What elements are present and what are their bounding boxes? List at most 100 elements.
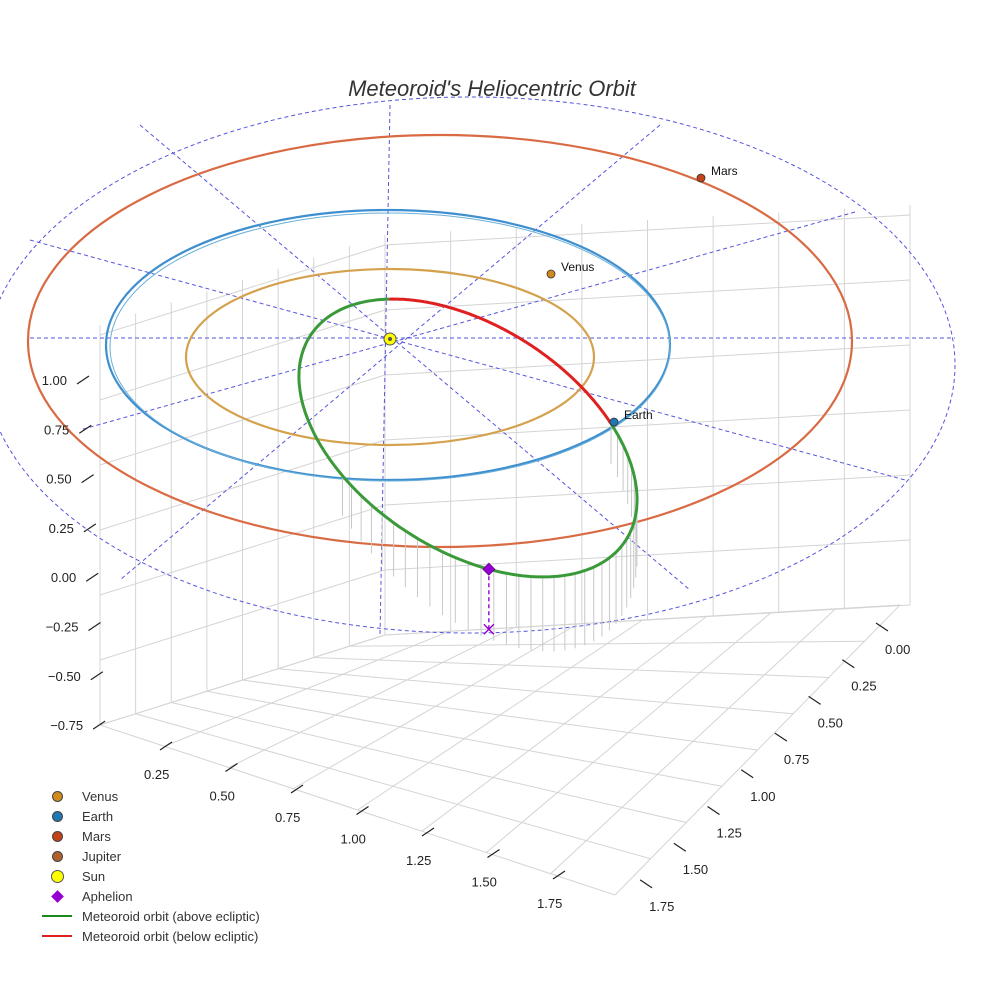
legend-symbol (50, 869, 64, 883)
grid-line-wall (384, 214, 911, 246)
meteoroid-orbit-below (389, 297, 613, 425)
venus-orbit (184, 267, 596, 447)
z-tick-mark (83, 523, 97, 533)
venus-label: Venus (561, 260, 594, 274)
z-tick-label: 1.00 (42, 373, 67, 388)
grid-line-wall (99, 374, 386, 466)
legend: Venus Earth Mars Jupiter Sun Aphelion Meteoroi… (40, 786, 260, 946)
x-tick-mark (552, 870, 566, 880)
legend-symbol (51, 790, 63, 802)
legend-label: Earth (82, 808, 114, 824)
y-tick-mark (875, 622, 889, 632)
x-tick-mark (487, 849, 500, 858)
ecliptic-radial-line (29, 239, 906, 481)
y-tick-label: 1.00 (750, 789, 775, 804)
grid-line-floor (292, 623, 579, 790)
legend-item[interactable]: Sun (40, 866, 260, 886)
y-tick-label: 1.25 (717, 826, 742, 841)
legend-label: Jupiter (82, 848, 122, 864)
grid-line-floor (421, 615, 708, 832)
z-tick-label: −0.75 (50, 718, 83, 733)
ecliptic-radial-line (79, 211, 856, 431)
legend-label: Mars (82, 828, 111, 844)
sun-core (388, 337, 392, 341)
x-tick-mark (225, 763, 238, 772)
grid-line-floor (164, 630, 450, 747)
grid-line-wall (99, 244, 386, 336)
ecliptic-radial-line (139, 124, 691, 591)
z-tick-mark (76, 375, 90, 385)
x-tick-mark (421, 827, 435, 837)
legend-label: Sun (82, 868, 106, 884)
y-tick-mark (707, 806, 720, 815)
z-tick-label: 0.25 (49, 521, 74, 536)
x-tick-mark (356, 806, 369, 815)
legend-item[interactable]: Jupiter (40, 846, 260, 866)
x-tick-label: 0.75 (275, 810, 300, 825)
y-tick-label: 0.75 (784, 752, 809, 767)
venus-marker (546, 269, 556, 279)
legend-item[interactable]: Venus (40, 786, 260, 806)
grid-line-floor (485, 612, 772, 853)
z-tick-mark (78, 424, 92, 434)
aphelion-projection-x (483, 623, 495, 635)
axis-ticks: 1.00 0.75 0.50 0.25 0.00 −0.25 −0.50 −0.75 0.25 0… (42, 373, 911, 914)
legend-label: Meteoroid orbit (above ecliptic) (82, 908, 260, 924)
x-tick-mark (290, 784, 304, 794)
meteoroid-drop-lines (342, 423, 638, 652)
x-tick-label: 0.25 (144, 767, 169, 782)
z-tick-mark (81, 474, 94, 484)
legend-label: Aphelion (82, 888, 133, 904)
chart-title: Meteoroid's Heliocentric Orbit (348, 76, 637, 101)
z-tick-label: 0.50 (46, 472, 71, 487)
grid-line-wall (99, 504, 386, 596)
orbit-paths (26, 133, 854, 549)
ecliptic-radial-line (119, 124, 661, 581)
legend-swatch (40, 886, 74, 906)
earth-marker (609, 417, 619, 427)
legend-item[interactable]: Aphelion (40, 886, 260, 906)
z-tick-label: 0.75 (44, 422, 69, 437)
z-tick-label: −0.50 (48, 669, 81, 684)
meteoroid-orbit-above (297, 297, 639, 579)
grid-line-floor (228, 627, 514, 768)
y-tick-mark (740, 769, 754, 779)
body-markers: Venus Earth Mars (383, 164, 738, 635)
mars-orbit (26, 133, 854, 549)
legend-item[interactable]: Meteoroid orbit (above ecliptic) (40, 906, 260, 926)
legend-symbol (51, 850, 63, 862)
grid-line-floor (550, 608, 836, 875)
z-tick-label: −0.25 (46, 620, 79, 635)
ecliptic-radial-line (379, 104, 391, 636)
legend-item[interactable]: Mars (40, 826, 260, 846)
grid-line-wall (384, 474, 911, 506)
legend-swatch (40, 786, 74, 806)
legend-swatch (40, 846, 74, 866)
legend-symbol (50, 889, 64, 903)
meteoroid-orbit (297, 297, 639, 579)
legend-label: Meteoroid orbit (below ecliptic) (82, 928, 259, 944)
y-tick-label: 1.75 (649, 899, 674, 914)
x-tick-label: 1.50 (472, 875, 497, 890)
legend-item[interactable]: Earth (40, 806, 260, 826)
legend-symbol (51, 810, 63, 822)
mars-marker (696, 173, 706, 183)
grid-line-floor (357, 619, 643, 811)
legend-item[interactable]: Meteoroid orbit (below ecliptic) (40, 926, 260, 946)
jupiter-orbit-ring (0, 96, 956, 634)
x-tick-label: 1.75 (537, 896, 562, 911)
x-tick-label: 1.25 (406, 853, 431, 868)
legend-swatch (40, 866, 74, 886)
x-tick-label: 1.00 (341, 832, 366, 847)
y-tick-label: 0.25 (851, 679, 876, 694)
y-tick-mark (808, 695, 821, 705)
aphelion-marker (482, 562, 496, 576)
grid-line-wall (99, 309, 386, 401)
legend-swatch (40, 926, 74, 946)
y-tick-mark (774, 732, 788, 742)
ecliptic-reference-lines (0, 96, 956, 636)
grid-line-wall (99, 634, 386, 726)
y-tick-label: 1.50 (683, 862, 708, 877)
grid-line-wall (99, 569, 386, 661)
legend-symbol (42, 935, 72, 937)
